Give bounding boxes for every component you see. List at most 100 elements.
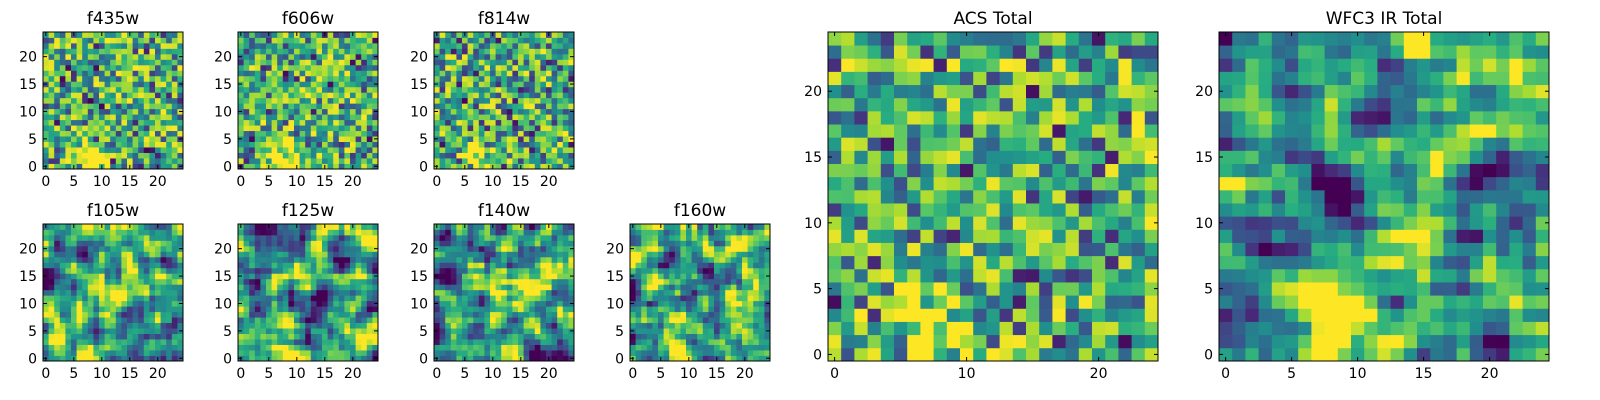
heatmap-cell [93, 64, 100, 71]
heatmap-cell [490, 147, 496, 153]
heatmap-cell [366, 339, 373, 345]
heatmap-cell [110, 64, 117, 71]
heatmap-cell [506, 267, 513, 274]
heatmap-cell [973, 176, 987, 191]
heatmap-cell [546, 245, 552, 252]
heatmap-cell [266, 108, 272, 115]
heatmap-cell [551, 317, 558, 324]
heatmap-cell [372, 141, 379, 148]
heatmap-cell [462, 278, 468, 285]
heatmap-cell [149, 311, 156, 318]
heatmap-cell [76, 42, 83, 49]
heatmap-cell [562, 103, 569, 110]
heatmap-cell [736, 251, 743, 258]
heatmap-cell [76, 97, 83, 104]
heatmap-cell [288, 300, 295, 307]
heatmap-cell [467, 234, 474, 241]
heatmap-cell [490, 273, 496, 280]
heatmap-cell [71, 256, 77, 263]
heatmap-cell [355, 92, 362, 99]
heatmap-cell [266, 86, 272, 93]
heatmap-cell [43, 125, 49, 132]
heatmap-cell [310, 256, 317, 263]
heatmap-cell [973, 242, 987, 257]
heatmap-cell [110, 141, 117, 148]
heatmap-cell [333, 289, 340, 296]
heatmap-cell [562, 97, 569, 104]
y-tick-label: 5 [28, 324, 37, 340]
heatmap-cell [1065, 282, 1080, 296]
heatmap-cell [260, 125, 267, 132]
heatmap-cell [445, 103, 452, 110]
heatmap-cell [473, 75, 480, 82]
heatmap-cell [473, 141, 480, 148]
heatmap-cell [271, 306, 278, 313]
heatmap-cell [299, 355, 306, 362]
heatmap-cell [266, 284, 272, 291]
heatmap-cell [43, 317, 49, 324]
heatmap-cell [322, 42, 328, 49]
heatmap-cell [104, 75, 111, 82]
heatmap-cell [310, 130, 317, 137]
heatmap-cell [115, 64, 122, 71]
heatmap-cell [719, 333, 726, 340]
heatmap-cell [99, 339, 105, 345]
heatmap-cell [266, 311, 272, 318]
heatmap-cell [742, 328, 748, 334]
heatmap-cell [551, 229, 558, 236]
heatmap-cell [669, 295, 676, 302]
heatmap-cell [350, 256, 356, 263]
heatmap-cell [540, 339, 547, 345]
heatmap-cell [99, 97, 105, 104]
heatmap-cell [546, 251, 552, 258]
heatmap-cell [355, 125, 362, 132]
heatmap-cell [473, 350, 480, 356]
heatmap-cell [149, 147, 156, 153]
heatmap-cell [59, 262, 66, 269]
heatmap-cell [439, 125, 446, 132]
heatmap-cell [708, 311, 715, 318]
heatmap-cell [299, 163, 306, 170]
heatmap-cell [920, 216, 934, 230]
heatmap-cell [478, 141, 485, 148]
heatmap-cell [344, 262, 351, 269]
heatmap-cell [277, 234, 284, 241]
heatmap-cell [534, 278, 541, 285]
heatmap-cell [316, 92, 323, 99]
heatmap-cell [266, 328, 272, 334]
heatmap-cell [730, 224, 737, 230]
heatmap-cell [48, 86, 55, 93]
heatmap-cell [282, 53, 289, 60]
heatmap-cell [143, 37, 150, 44]
heatmap-cell [344, 48, 351, 55]
heatmap-cell [305, 136, 312, 142]
heatmap-cell [490, 328, 496, 334]
heatmap-cell [76, 350, 83, 356]
heatmap-cell [702, 229, 709, 236]
heatmap-cell [338, 53, 345, 60]
y-tick-label: 15 [410, 269, 428, 285]
heatmap-cell [99, 256, 105, 263]
heatmap-cell [93, 59, 100, 66]
heatmap-cell [973, 308, 987, 322]
heatmap-cell [333, 300, 340, 307]
heatmap-cell [445, 141, 452, 148]
heatmap-cell [76, 152, 83, 159]
heatmap-cell [501, 289, 508, 296]
heatmap-cell [316, 267, 323, 274]
heatmap-cell [719, 339, 726, 345]
heatmap-cell [65, 295, 72, 302]
heatmap-cell [730, 339, 737, 345]
heatmap-cell [344, 81, 351, 88]
heatmap-cell [299, 119, 306, 126]
heatmap-cell [71, 251, 77, 258]
heatmap-cell [1118, 282, 1132, 296]
heatmap-cell [546, 37, 552, 44]
heatmap-cell [641, 262, 648, 269]
heatmap-cell [495, 333, 502, 340]
heatmap-cell [854, 242, 868, 257]
heatmap-cell [322, 267, 328, 274]
heatmap-cell [249, 251, 256, 258]
heatmap-cell [534, 130, 541, 137]
heatmap-cell [495, 273, 502, 280]
